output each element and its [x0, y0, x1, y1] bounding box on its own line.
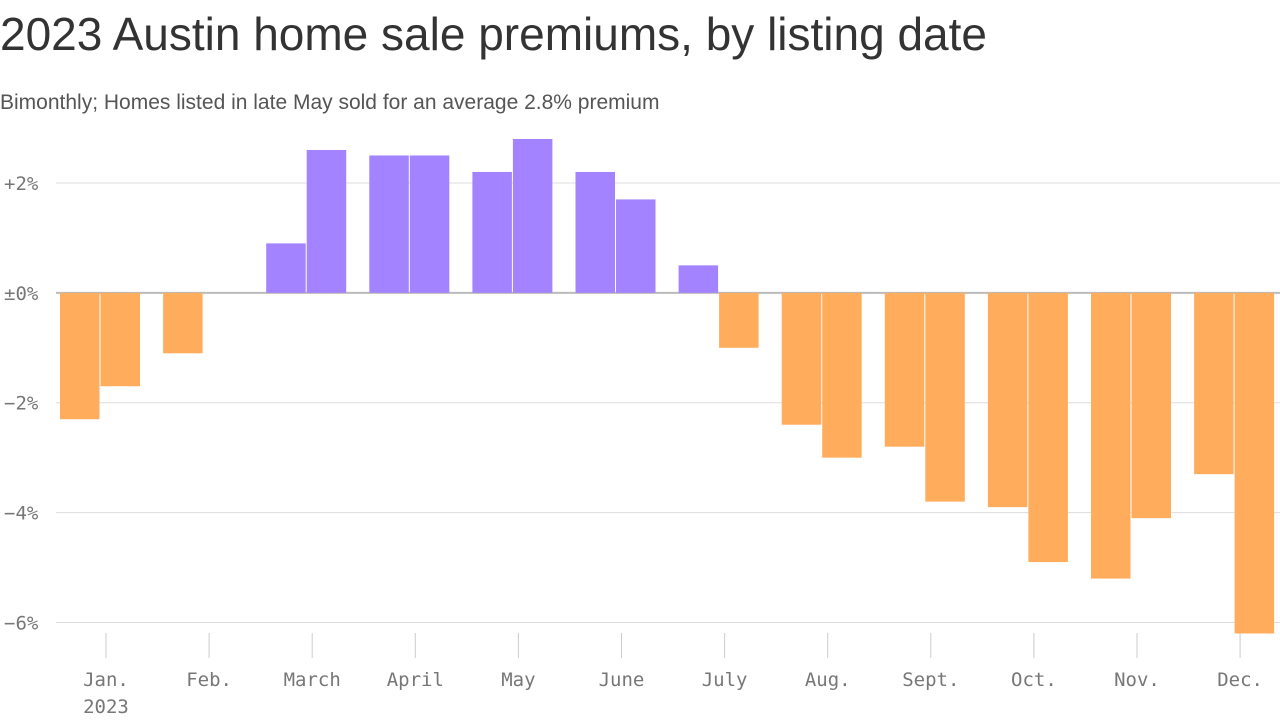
bar	[472, 171, 512, 293]
x-tick-label: Dec.	[1217, 669, 1263, 691]
bar	[60, 292, 100, 420]
bar	[306, 149, 347, 293]
bar	[266, 243, 306, 293]
y-tick-label: ±0%	[4, 283, 39, 305]
bar	[163, 292, 203, 354]
bar	[781, 292, 822, 425]
bar	[1091, 292, 1131, 579]
bar	[1028, 292, 1068, 563]
bar	[100, 292, 140, 387]
x-tick-label: Jan.	[83, 669, 129, 691]
x-sublabel: 2023	[83, 696, 129, 718]
bar	[884, 292, 925, 447]
bar	[512, 138, 553, 293]
bar	[616, 199, 656, 293]
bar	[409, 155, 450, 293]
x-tick-label: Nov.	[1114, 669, 1160, 691]
bar	[925, 292, 965, 502]
y-tick-label: +2%	[4, 173, 39, 195]
x-tick-label: Aug.	[805, 669, 851, 691]
bar	[1131, 292, 1171, 519]
bar	[822, 292, 862, 458]
bar	[678, 265, 719, 293]
x-tick-label: March	[284, 669, 341, 691]
x-tick-label: June	[599, 669, 645, 691]
x-tick-label: Feb.	[186, 669, 232, 691]
bar	[369, 155, 409, 293]
bar	[1234, 292, 1275, 634]
chart-subtitle: Bimonthly; Homes listed in late May sold…	[0, 91, 659, 114]
x-tick-label: Oct.	[1011, 669, 1057, 691]
y-tick-label: −2%	[4, 393, 39, 415]
x-tick-label: Sept.	[902, 669, 959, 691]
chart-title: 2023 Austin home sale premiums, by listi…	[0, 8, 987, 60]
y-tick-label: −6%	[4, 613, 39, 635]
y-tick-label: −4%	[4, 503, 39, 525]
bar	[575, 171, 615, 293]
x-tick-label: April	[387, 669, 444, 691]
bar	[987, 292, 1028, 508]
x-tick-label: July	[702, 669, 748, 691]
bar	[719, 292, 759, 348]
bar	[1194, 292, 1234, 475]
x-tick-label: May	[501, 669, 535, 691]
